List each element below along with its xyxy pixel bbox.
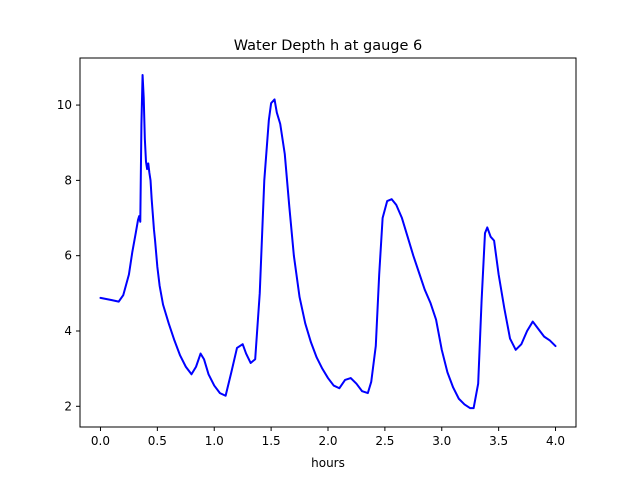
x-tick-label: 2.0: [318, 434, 337, 448]
x-axis-ticks: 0.0 0.5 1.0 1.5 2.0 2.5 3.0 3.5 4.0: [91, 427, 565, 448]
y-axis-ticks: 2 4 6 8 10: [57, 98, 80, 413]
x-axis-label: hours: [311, 456, 345, 470]
x-tick-label: 3.0: [432, 434, 451, 448]
y-tick-label: 10: [57, 98, 72, 112]
plot-area: [99, 73, 557, 410]
x-tick-label: 0.0: [91, 434, 110, 448]
y-tick-label: 2: [64, 399, 72, 413]
x-tick-label: 1.0: [205, 434, 224, 448]
y-tick-label: 4: [64, 324, 72, 338]
y-tick-label: 6: [64, 249, 72, 263]
x-tick-label: 3.5: [489, 434, 508, 448]
x-tick-label: 4.0: [546, 434, 565, 448]
series-line: [99, 73, 557, 410]
chart-title: Water Depth h at gauge 6: [234, 38, 422, 54]
x-tick-label: 0.5: [148, 434, 167, 448]
x-tick-label: 2.5: [375, 434, 394, 448]
x-tick-label: 1.5: [262, 434, 281, 448]
y-tick-label: 8: [64, 173, 72, 187]
